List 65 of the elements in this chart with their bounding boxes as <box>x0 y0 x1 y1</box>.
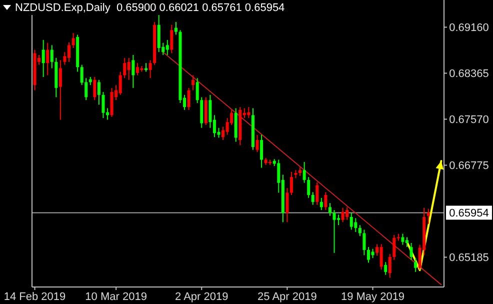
candlestick <box>346 206 349 220</box>
candlestick <box>362 229 366 256</box>
candlestick <box>286 188 289 223</box>
candlestick <box>426 208 430 224</box>
candlestick <box>204 96 208 126</box>
candlestick <box>200 96 204 128</box>
candlestick <box>136 62 139 76</box>
candlestick <box>72 32 75 49</box>
candlestick <box>388 254 392 278</box>
candlestick <box>332 210 336 254</box>
candlestick <box>290 171 293 196</box>
candlestick <box>192 74 195 91</box>
candlestick <box>320 197 323 211</box>
candlestick <box>222 126 225 141</box>
candlestick <box>341 207 344 223</box>
y-tick-label: 0.69160 <box>449 22 489 34</box>
candlestick <box>337 214 340 226</box>
candlestick <box>371 248 374 259</box>
candlestick <box>102 92 105 119</box>
candlestick <box>127 57 130 80</box>
candlestick <box>196 78 199 104</box>
x-tick-label: 2 Apr 2019 <box>175 291 228 303</box>
chart-title: NZDUSD.Exp,Daily 0.65900 0.66021 0.65761 0.65954 <box>15 2 285 14</box>
candlestick <box>174 21 178 36</box>
x-tick-label: 10 Mar 2019 <box>85 291 147 303</box>
ref-line-label: 0.65954 <box>449 208 489 220</box>
candlestick <box>170 24 174 54</box>
candlestick <box>358 224 362 237</box>
candlestick <box>316 182 319 206</box>
candlestick <box>410 242 413 260</box>
candlestick <box>46 42 50 76</box>
candlestick <box>157 14 160 53</box>
candlestick <box>118 71 122 96</box>
candlestick <box>414 258 418 272</box>
candlestick <box>123 57 126 79</box>
candlestick <box>93 76 96 101</box>
x-tick-label: 14 Feb 2019 <box>4 291 66 303</box>
y-tick-label: 0.65185 <box>449 252 489 264</box>
candlestick <box>380 244 383 270</box>
candlestick <box>405 236 408 248</box>
candlestick <box>350 212 353 230</box>
candlestick <box>97 79 100 106</box>
candlestick <box>58 60 62 120</box>
candlestick <box>392 234 396 260</box>
candlestick <box>401 233 404 246</box>
x-tick-label: 19 May 2019 <box>340 291 405 303</box>
candlestick <box>42 39 45 78</box>
y-tick-label: 0.66775 <box>449 160 489 172</box>
candlestick <box>311 192 314 206</box>
y-tick-label: 0.67570 <box>449 114 489 126</box>
candlestick <box>132 54 135 88</box>
candlestick <box>302 162 306 184</box>
candlestick <box>384 262 388 276</box>
candlestick <box>110 87 114 118</box>
candlestick <box>324 192 328 211</box>
y-tick-label: 0.68365 <box>449 68 489 80</box>
candlestick <box>148 60 152 79</box>
candlestick <box>354 218 358 233</box>
candlestick <box>328 202 332 216</box>
x-tick-label: 25 Apr 2019 <box>258 291 317 303</box>
candlestick <box>260 134 264 168</box>
candlestick <box>166 39 169 56</box>
candlestick <box>50 44 54 69</box>
candlestick <box>307 176 310 198</box>
candlestick <box>187 87 190 110</box>
